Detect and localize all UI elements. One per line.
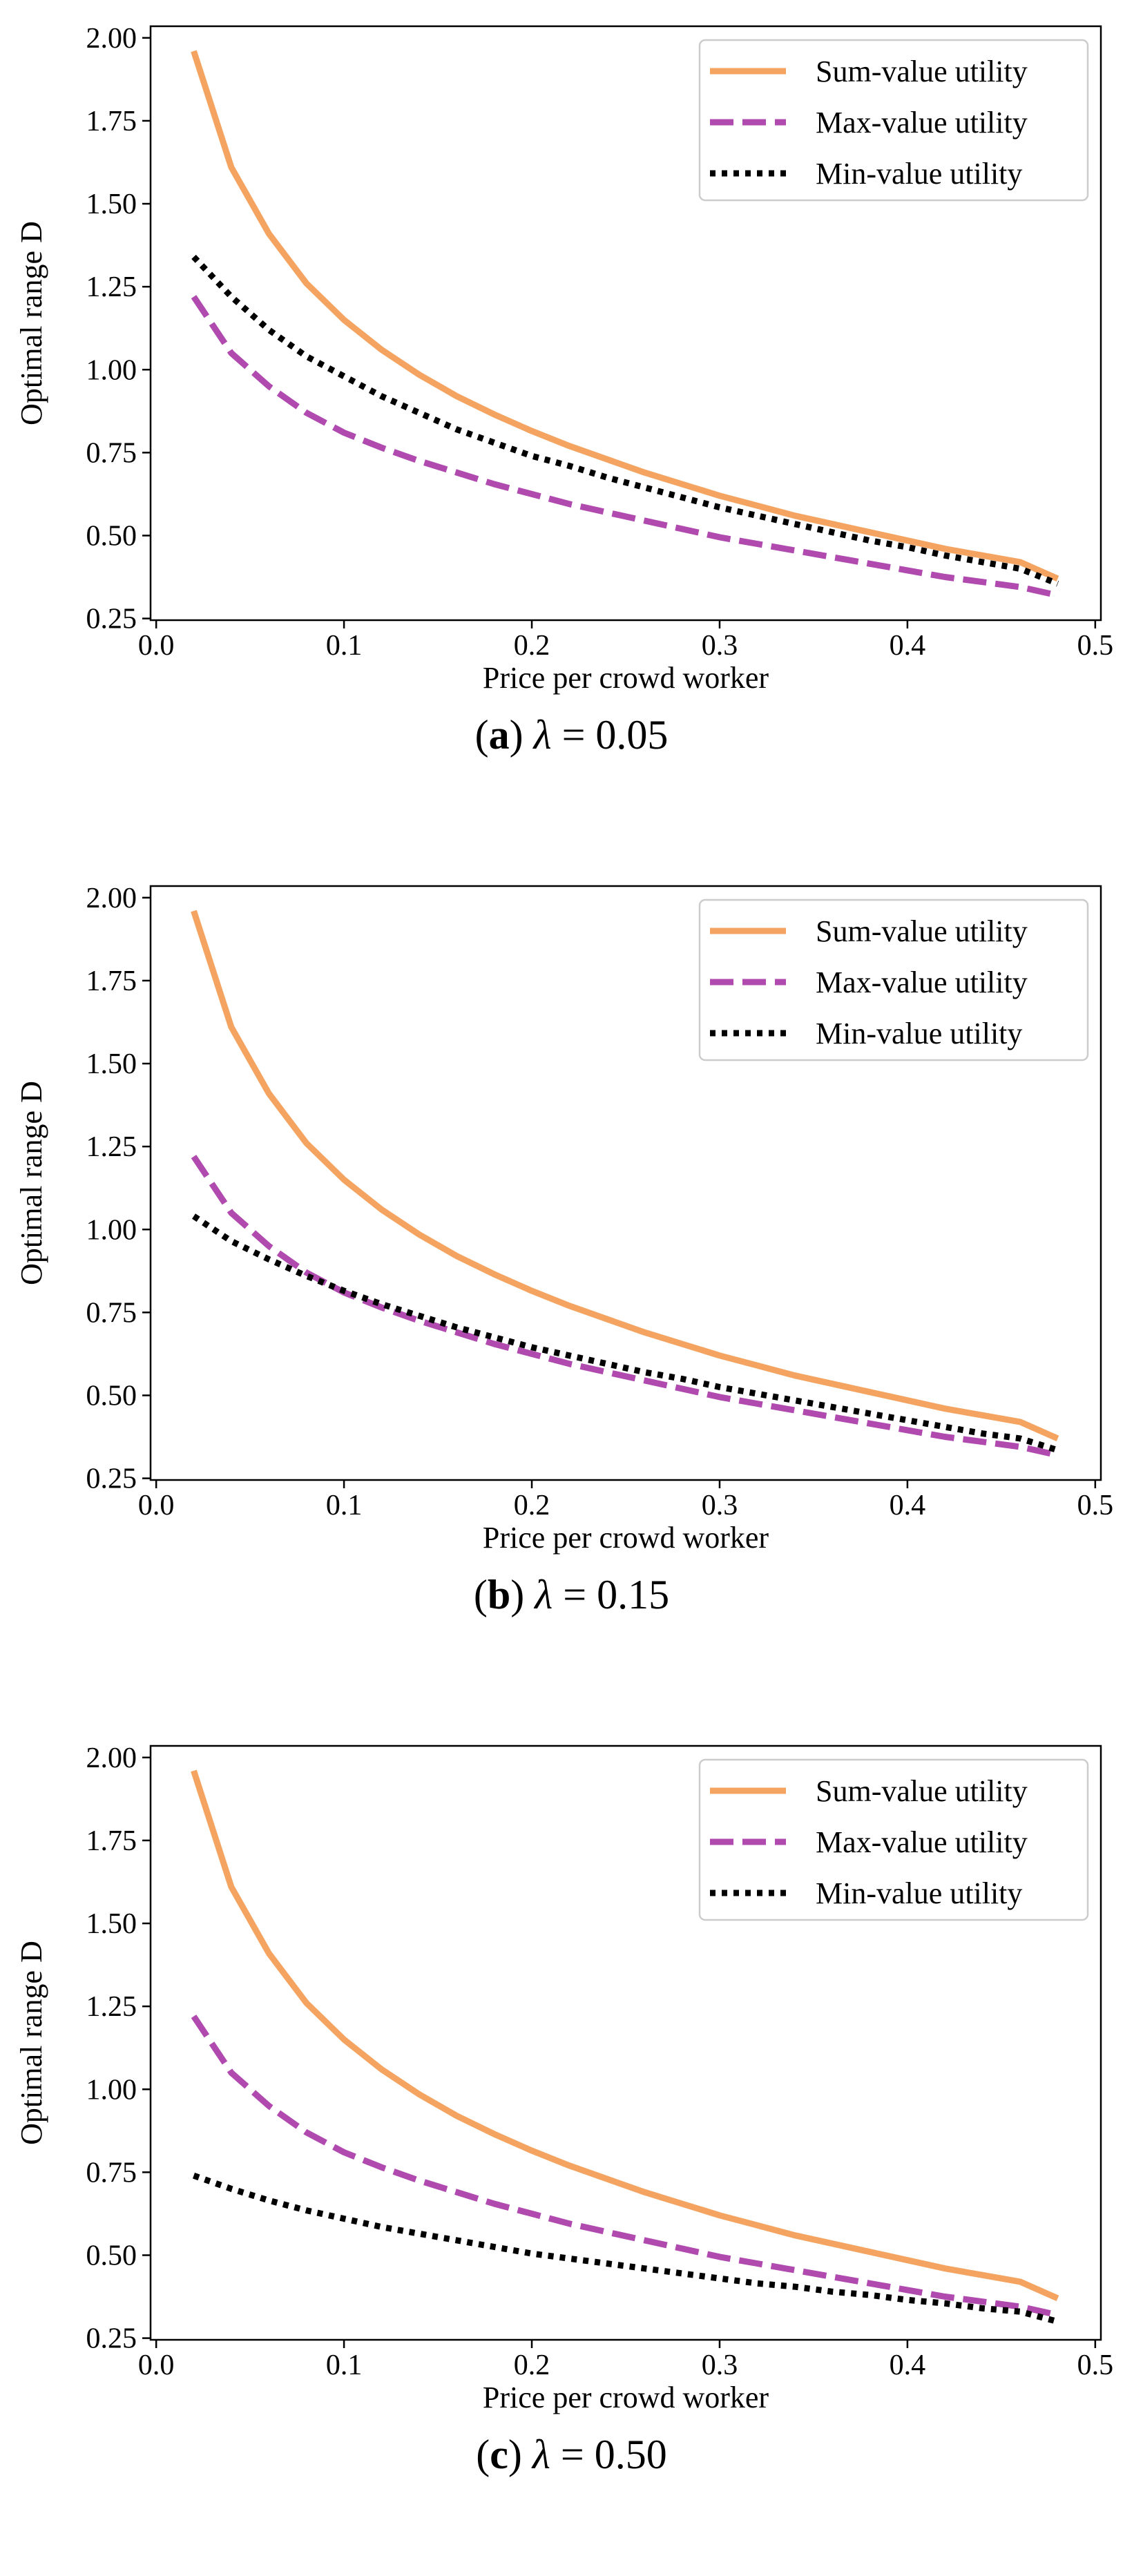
y-tick-label: 1.25 xyxy=(86,1131,137,1163)
series-line-1 xyxy=(191,1769,1059,2302)
caption-a-symbol: λ xyxy=(533,712,552,758)
caption-c-symbol: λ xyxy=(532,2432,550,2477)
series-line-2 xyxy=(191,1155,1059,1459)
caption-b-symbol: λ xyxy=(535,1572,553,1617)
legend: Sum-value utility Max-value utility Min-va… xyxy=(698,1758,1089,1921)
x-tick-label: 0.2 xyxy=(514,1490,550,1521)
legend-label-3: Min-value utility xyxy=(816,157,1022,191)
series-line-3 xyxy=(193,2172,1059,2325)
x-tick-label: 0.0 xyxy=(138,630,175,662)
x-tick-label: 0.4 xyxy=(890,1490,926,1521)
y-tick-label: 0.25 xyxy=(86,1463,137,1495)
y-tick-label: 1.25 xyxy=(86,1991,137,2023)
x-tick-label: 0.3 xyxy=(702,630,738,662)
y-tick-label: 1.50 xyxy=(86,189,137,220)
legend-box xyxy=(698,1758,1089,1921)
y-tick-label: 1.75 xyxy=(86,106,137,137)
x-tick-label: 0.5 xyxy=(1077,2349,1114,2381)
caption-b-equals: = xyxy=(563,1572,587,1617)
caption-c-value: 0.50 xyxy=(594,2432,667,2477)
y-tick-label: 1.75 xyxy=(86,1825,137,1857)
chart-panel-a: 0.0 0.1 0.2 0.3 0.4 0.5 0.25 0.50 0.75 1.00 1.25 1.… xyxy=(0,0,1143,856)
y-tick-label: 1.00 xyxy=(86,354,137,386)
legend-label-1: Sum-value utility xyxy=(816,55,1028,88)
axes-frame xyxy=(149,1744,1102,2341)
y-tick-label: 0.75 xyxy=(86,2157,137,2189)
chart-a-plot: 0.0 0.1 0.2 0.3 0.4 0.5 0.25 0.50 0.75 1.00 1.25 1.… xyxy=(15,23,1114,695)
legend-label-3: Min-value utility xyxy=(816,1876,1022,1910)
y-tick-label: 0.50 xyxy=(86,2240,137,2271)
series-line-2 xyxy=(191,295,1059,599)
legend-label-2: Max-value utility xyxy=(816,965,1028,999)
chart-a-caption: (a) λ = 0.05 xyxy=(474,712,669,758)
x-axis-label: Price per crowd worker xyxy=(483,2381,769,2414)
y-tick-label: 0.25 xyxy=(86,2323,137,2355)
x-tick-label: 0.4 xyxy=(890,2349,926,2381)
legend-label-1: Sum-value utility xyxy=(816,914,1028,948)
y-tick-label: 2.00 xyxy=(86,23,137,55)
y-tick-label: 1.75 xyxy=(86,965,137,997)
y-tick-label: 1.00 xyxy=(86,2074,137,2106)
caption-a-letter: a xyxy=(488,712,510,758)
legend-box xyxy=(698,39,1089,202)
y-tick-label: 0.50 xyxy=(86,1380,137,1412)
series-line-2 xyxy=(191,2015,1059,2318)
y-tick-label: 1.50 xyxy=(86,1908,137,1940)
legend: Sum-value utility Max-value utility Min-va… xyxy=(698,898,1089,1061)
legend-label-2: Max-value utility xyxy=(816,1825,1028,1859)
y-tick-label: 2.00 xyxy=(86,883,137,914)
y-tick-label: 1.00 xyxy=(86,1214,137,1246)
x-tick-label: 0.1 xyxy=(326,2349,363,2381)
y-axis-label: Optimal range D xyxy=(15,1941,48,2145)
y-axis-label: Optimal range D xyxy=(15,221,48,425)
chart-c-plot: 0.0 0.1 0.2 0.3 0.4 0.5 0.25 0.50 0.75 1.00 1.25 1.… xyxy=(15,1742,1114,2414)
x-tick-label: 0.2 xyxy=(514,2349,550,2381)
caption-b-value: 0.15 xyxy=(597,1572,670,1617)
y-tick-label: 0.25 xyxy=(86,604,137,635)
axes-frame xyxy=(149,25,1102,622)
axes-frame xyxy=(149,885,1102,1481)
x-tick-label: 0.5 xyxy=(1077,1490,1114,1521)
y-tick-label: 1.50 xyxy=(86,1048,137,1080)
chart-panel-b: 0.0 0.1 0.2 0.3 0.4 0.5 0.25 0.50 0.75 1.00 1.25 1.… xyxy=(0,860,1143,1716)
series-line-3 xyxy=(192,1213,1059,1454)
y-tick-label: 0.75 xyxy=(86,1297,137,1329)
legend: Sum-value utility Max-value utility Min-va… xyxy=(698,39,1089,202)
y-axis-label: Optimal range D xyxy=(15,1081,48,1285)
legend-box xyxy=(698,898,1089,1061)
y-tick-label: 2.00 xyxy=(86,1742,137,1774)
x-tick-label: 0.1 xyxy=(326,630,363,662)
x-axis-label: Price per crowd worker xyxy=(483,1521,769,1555)
chart-panel-c: 0.0 0.1 0.2 0.3 0.4 0.5 0.25 0.50 0.75 1.00 1.25 1.… xyxy=(0,1720,1143,2576)
x-tick-label: 0.2 xyxy=(514,630,550,662)
legend-label-3: Min-value utility xyxy=(816,1017,1022,1050)
y-tick-label: 1.25 xyxy=(86,271,137,303)
x-tick-label: 0.0 xyxy=(138,1490,175,1521)
x-tick-label: 0.3 xyxy=(702,2349,738,2381)
x-tick-label: 0.5 xyxy=(1077,630,1114,662)
series-line-1 xyxy=(191,50,1059,582)
chart-c-caption: (c) λ = 0.50 xyxy=(476,2432,667,2477)
caption-a-equals: = xyxy=(561,712,586,758)
x-axis-label: Price per crowd worker xyxy=(483,661,769,695)
x-tick-label: 0.4 xyxy=(890,630,926,662)
caption-c-letter: c xyxy=(490,2432,508,2477)
x-tick-label: 0.3 xyxy=(702,1490,738,1521)
legend-label-1: Sum-value utility xyxy=(816,1774,1028,1808)
y-tick-label: 0.75 xyxy=(86,437,137,469)
caption-b-letter: b xyxy=(487,1572,511,1617)
legend-label-2: Max-value utility xyxy=(816,106,1028,140)
series-line-3 xyxy=(191,254,1059,587)
caption-c-equals: = xyxy=(560,2432,584,2477)
caption-a-value: 0.05 xyxy=(595,712,669,758)
series-line-1 xyxy=(191,910,1059,1442)
x-tick-label: 0.1 xyxy=(326,1490,363,1521)
chart-b-plot: 0.0 0.1 0.2 0.3 0.4 0.5 0.25 0.50 0.75 1.00 1.25 1.… xyxy=(15,883,1114,1555)
x-tick-label: 0.0 xyxy=(138,2349,175,2381)
y-tick-label: 0.50 xyxy=(86,520,137,552)
chart-b-caption: (b) λ = 0.15 xyxy=(473,1572,670,1617)
